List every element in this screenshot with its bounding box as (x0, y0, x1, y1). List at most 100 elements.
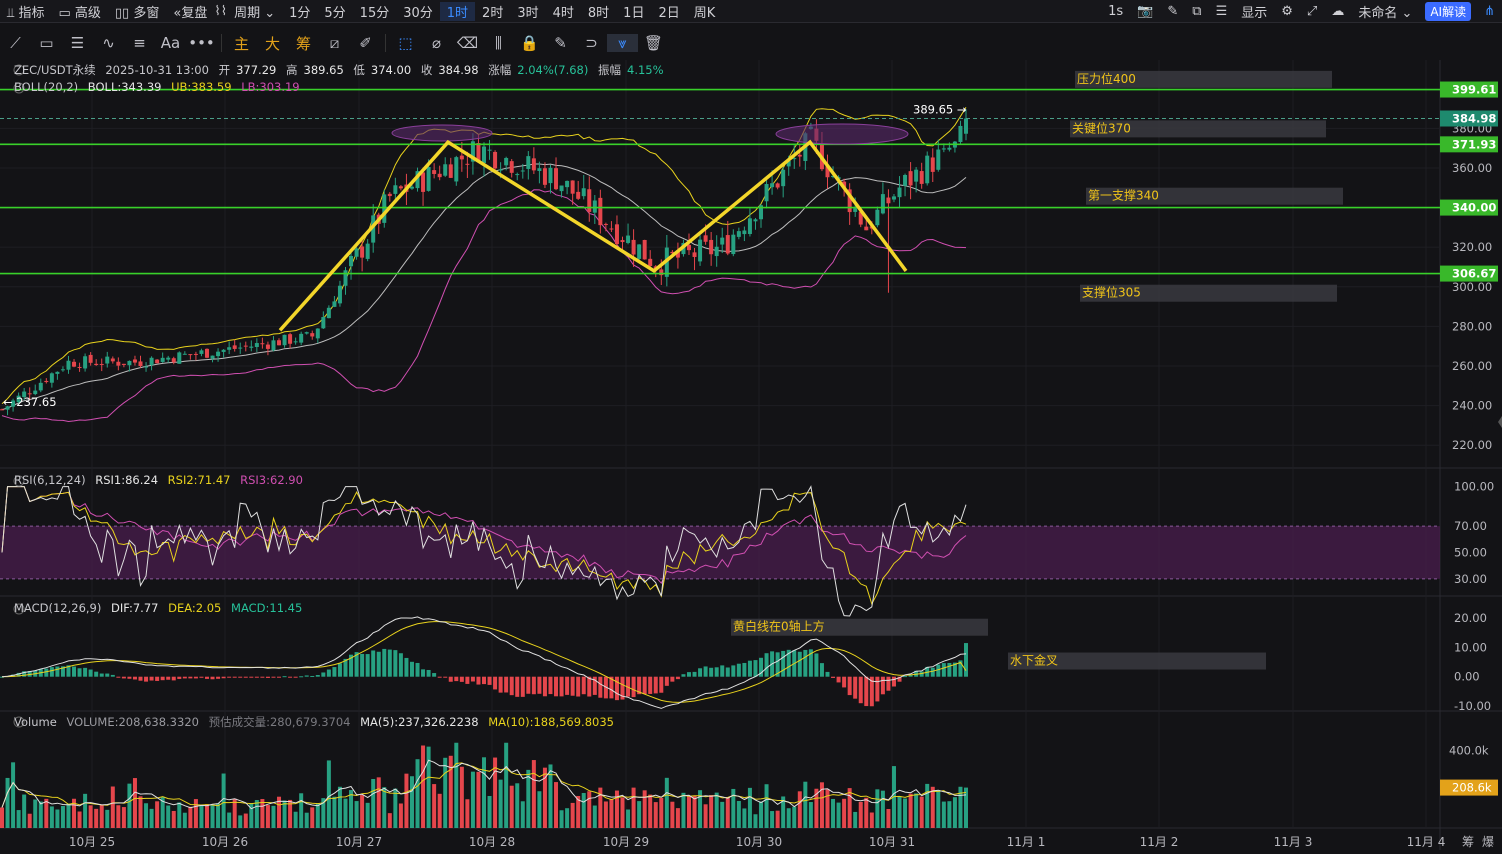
candle-type-icon[interactable]: ⌇⌇ (214, 3, 228, 19)
toolbar-item-10[interactable]: 2时 (475, 2, 510, 21)
lines-tool-icon[interactable]: ☰ (70, 34, 85, 52)
toolbar-item-14[interactable]: 1日 (616, 2, 651, 21)
ai-interpret-button[interactable]: AI解读 (1425, 1, 1472, 21)
boll-label[interactable]: BOLL(20,2) (14, 80, 79, 94)
lock-tool-icon[interactable]: 🔒 (520, 34, 539, 52)
big-tool-icon[interactable]: 大 (264, 34, 280, 53)
toolbar-item-0[interactable]: ⫫ 指标 (0, 2, 51, 21)
macd-annotation-box[interactable] (731, 618, 988, 636)
pattern-ellipse[interactable] (775, 123, 909, 145)
w-pattern-drawing[interactable] (278, 139, 908, 332)
toolbar-item-16[interactable]: 周K (687, 2, 723, 21)
ruler-tool-icon[interactable]: ⌀ (431, 34, 442, 52)
rsi-axis-tick: 70.00 (1454, 519, 1487, 533)
toolbar-item-6[interactable]: 5分 (317, 2, 352, 21)
share-icon[interactable]: ⋔ (1484, 3, 1495, 19)
toolbar-item-label: 15分 (359, 5, 390, 21)
macd-label[interactable]: MACD(12,26,9) (14, 601, 102, 615)
candle-body (260, 343, 265, 345)
annotation-box[interactable] (1075, 70, 1332, 88)
candle-body (127, 360, 132, 366)
ma10-value: MA(10):188,569.8035 (488, 715, 614, 729)
pane-toggle-icon[interactable] (13, 82, 25, 94)
channel-tool-icon[interactable]: ≡ (133, 34, 146, 52)
macd-axis-tick: 20.00 (1454, 611, 1487, 625)
collapse-arrow-icon[interactable] (1498, 416, 1502, 428)
macd-histogram-bar (853, 676, 858, 699)
pane-toggle-icon[interactable] (13, 716, 25, 728)
candle-body (72, 361, 77, 367)
candle-body (354, 248, 359, 257)
pen-icon[interactable]: ✎ (1167, 3, 1179, 19)
toolbar-item-4[interactable]: 周期 ⌄ (227, 2, 282, 21)
pattern-ellipse[interactable] (391, 124, 493, 142)
toolbar-item-12[interactable]: 4时 (546, 2, 581, 21)
pane-toggle-icon[interactable] (13, 603, 25, 615)
candle-body (698, 239, 703, 262)
toolbar-item-15[interactable]: 2日 (651, 2, 686, 21)
toolbar-item-label: 1日 (623, 5, 645, 21)
toolbar-item-7[interactable]: 15分 (353, 2, 397, 21)
volume-bar (72, 798, 77, 828)
volume-bar (415, 759, 420, 828)
toolbar-item-13[interactable]: 8时 (581, 2, 616, 21)
chip-button[interactable]: 筹 (1462, 835, 1474, 849)
cloud-icon[interactable]: ☁ (1331, 3, 1345, 19)
toolbar-item-11[interactable]: 3时 (510, 2, 545, 21)
interval-select[interactable]: 1s (1108, 3, 1124, 19)
pane-toggle-icon[interactable] (13, 64, 25, 76)
chip-tool-icon[interactable]: 筹 (295, 34, 311, 53)
more-tools-icon[interactable]: ••• (188, 34, 215, 52)
toolbar-item-1[interactable]: ▭ 高级 (51, 2, 107, 21)
volume-bar (315, 803, 320, 828)
rect-tool-icon[interactable]: ▭ (39, 34, 54, 52)
macd-histogram-bar (293, 676, 298, 678)
magnet-tool-icon[interactable]: ⊃ (585, 34, 598, 52)
volume-bar (421, 745, 426, 828)
bars-tool-icon[interactable]: ⫼ (495, 34, 502, 52)
annotation-box[interactable] (1080, 284, 1337, 302)
gear-icon[interactable]: ⚙ (1281, 3, 1293, 19)
candle-body (609, 228, 614, 230)
pane-toggle-icon[interactable] (13, 475, 25, 487)
toolbar-item-8[interactable]: 30分 (396, 2, 440, 21)
trash-tool-icon[interactable]: 🗑 (643, 34, 664, 52)
macd-histogram-bar (277, 676, 282, 678)
volume-label[interactable]: Volume (14, 715, 57, 729)
main-tool-icon[interactable]: 主 (233, 34, 249, 53)
indicator-tool-icon[interactable]: ⧄ (329, 34, 340, 52)
line-tool-icon[interactable]: ⟋ (10, 34, 21, 52)
macd-annotation-box[interactable] (1008, 652, 1266, 670)
candle-body (487, 149, 492, 151)
volume-bar (753, 814, 758, 828)
filter-tool-icon[interactable]: ⩔ (607, 34, 638, 52)
text-tool-icon[interactable]: Aa (160, 34, 181, 52)
candle-body (216, 351, 221, 357)
camera-icon[interactable]: 📷 (1137, 3, 1154, 19)
ma5-value: MA(5):237,326.2238 (360, 715, 479, 729)
kline-chart[interactable]: 220.00 240.00 260.00 280.00 300.00 320.00 340.… (0, 60, 1502, 854)
select-tool-icon[interactable]: ⬚ (398, 34, 413, 52)
dif-line (1, 616, 967, 709)
fullscreen-icon[interactable]: ⤢ (1306, 3, 1318, 19)
edit-tool-icon[interactable]: ✎ (554, 34, 567, 52)
toolbar-item-label: 2时 (482, 5, 504, 21)
candle-body (22, 391, 27, 398)
display-button[interactable]: 显示 (1241, 5, 1268, 21)
toolbar-item-9[interactable]: 1时 (439, 1, 476, 21)
brush-tool-icon[interactable]: ✐ (359, 34, 372, 52)
toolbar-item-5[interactable]: 1分 (282, 2, 317, 21)
toolbar-item-3[interactable]: «复盘 (166, 2, 214, 21)
annotation-box[interactable] (1086, 187, 1343, 205)
popout-icon[interactable]: ⧉ (1192, 3, 1202, 19)
volume-bar (199, 805, 204, 828)
macd-histogram-bar (160, 676, 165, 681)
annotation-box[interactable] (1070, 120, 1326, 138)
rsi-label[interactable]: RSI(6,12,24) (14, 473, 86, 487)
list-icon[interactable]: ☰ (1215, 3, 1228, 19)
layout-name[interactable]: 未命名 ⌄ (1358, 5, 1413, 21)
toolbar-item-2[interactable]: ▯▯ 多窗 (108, 2, 166, 21)
liquidation-button[interactable]: 爆 (1482, 835, 1494, 849)
eraser-tool-icon[interactable]: ⌫ (456, 34, 479, 52)
wave-tool-icon[interactable]: ∿ (102, 34, 115, 52)
